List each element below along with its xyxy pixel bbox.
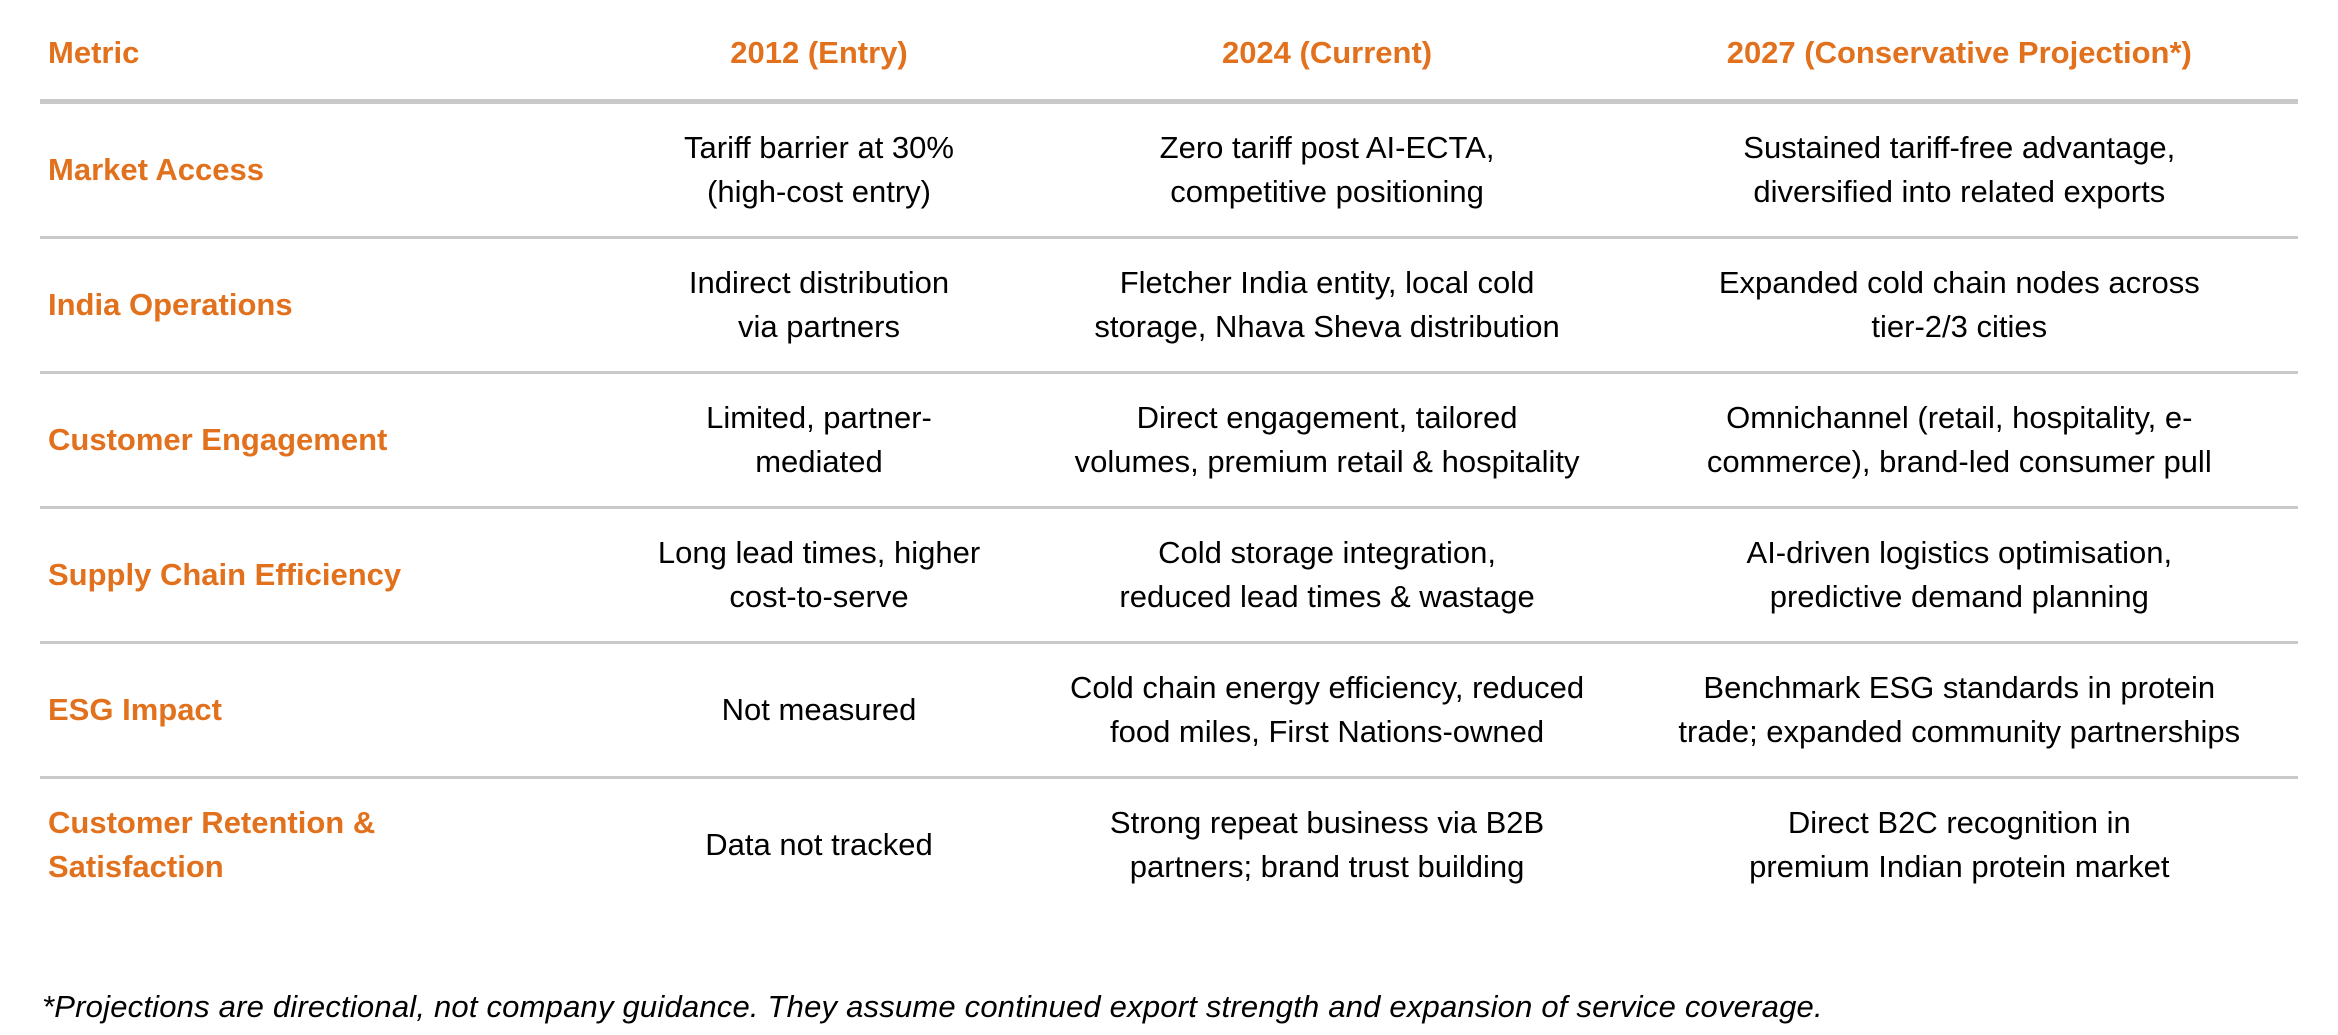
cell-2024: Cold chain energy efficiency, reduced fo… [1033,642,1621,779]
cell-2012: Data not tracked [705,826,933,862]
cell-2024: Strong repeat business via B2B partners;… [1109,804,1545,884]
cell-2027: Expanded cold chain nodes across tier-2/… [1620,237,2298,374]
cell-2024: Direct engagement, tailored volumes, pre… [1033,372,1621,509]
cell-2024: Zero tariff post AI-ECTA, competitive po… [1033,101,1621,239]
column-header-metric: Metric [40,10,605,104]
cell-2024: Fletcher India entity, local cold storag… [1033,237,1621,374]
table-row-supply-chain-efficiency: Supply Chain Efficiency Long lead times,… [40,507,2298,644]
cell-2027: Direct B2C recognition in premium Indian… [1749,804,2170,884]
table-row-india-operations: India Operations Indirect distribution v… [40,237,2298,374]
table-row-customer-retention: Customer Retention & Satisfaction Data n… [40,777,2298,911]
cell-2012: Not measured [604,642,1034,779]
cell-2027: AI-driven logistics optimisation, predic… [1620,507,2298,644]
column-header-2027: 2027 (Conservative Projection*) [1620,10,2298,104]
table-row-customer-engagement: Customer Engagement Limited, partner- me… [40,372,2298,509]
metric-label: Market Access [40,101,605,239]
cell-2012: Tariff barrier at 30% (high-cost entry) [604,101,1034,239]
metric-label: Supply Chain Efficiency [40,507,605,644]
cell-2027: Omnichannel (retail, hospitality, e- com… [1620,372,2298,509]
metric-label: Customer Retention & Satisfaction [48,804,376,884]
table-row-market-access: Market Access Tariff barrier at 30% (hig… [40,101,2298,239]
metric-label: ESG Impact [40,642,605,779]
header-row: Metric 2012 (Entry) 2024 (Current) 2027 … [40,10,2298,104]
projection-footnote: *Projections are directional, not compan… [42,988,1823,1024]
column-header-2024: 2024 (Current) [1033,10,1621,104]
metric-label: India Operations [40,237,605,374]
table-header: Metric 2012 (Entry) 2024 (Current) 2027 … [40,10,2298,104]
cell-2027: Sustained tariff-free advantage, diversi… [1620,101,2298,239]
cell-2012: Long lead times, higher cost-to-serve [604,507,1034,644]
column-header-2012: 2012 (Entry) [604,10,1034,104]
cell-2027: Benchmark ESG standards in protein trade… [1620,642,2298,779]
table-body: Market Access Tariff barrier at 30% (hig… [40,101,2298,911]
cell-2024: Cold storage integration, reduced lead t… [1033,507,1621,644]
metric-label: Customer Engagement [40,372,605,509]
cell-2012: Indirect distribution via partners [604,237,1034,374]
cell-2012: Limited, partner- mediated [604,372,1034,509]
comparison-table: Metric 2012 (Entry) 2024 (Current) 2027 … [40,10,2298,911]
table-row-esg-impact: ESG Impact Not measured Cold chain energ… [40,642,2298,779]
